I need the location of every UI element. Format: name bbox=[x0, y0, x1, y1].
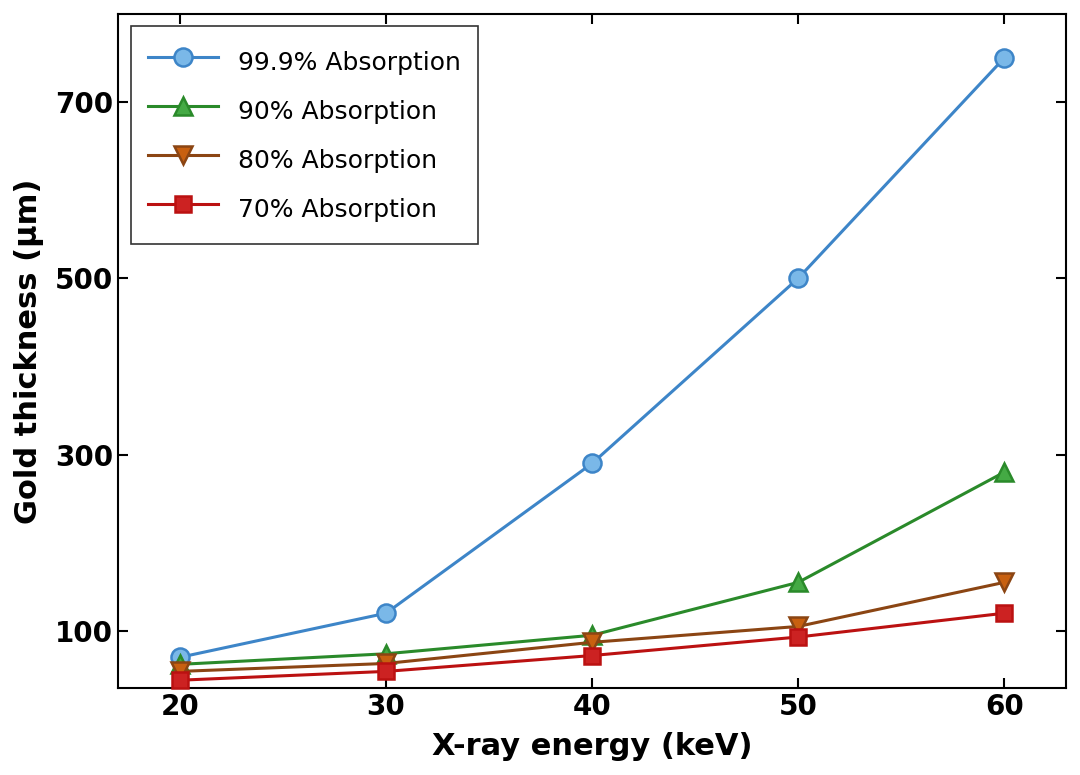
99.9% Absorption bbox=[379, 608, 392, 618]
90% Absorption bbox=[998, 467, 1011, 477]
70% Absorption bbox=[174, 676, 187, 685]
70% Absorption bbox=[998, 608, 1011, 618]
80% Absorption bbox=[792, 622, 805, 631]
90% Absorption bbox=[379, 649, 392, 659]
80% Absorption bbox=[379, 659, 392, 668]
80% Absorption bbox=[998, 577, 1011, 587]
99.9% Absorption bbox=[998, 53, 1011, 63]
90% Absorption bbox=[585, 631, 598, 640]
Line: 80% Absorption: 80% Absorption bbox=[171, 574, 1013, 680]
Line: 99.9% Absorption: 99.9% Absorption bbox=[171, 49, 1013, 666]
70% Absorption bbox=[585, 651, 598, 660]
Line: 70% Absorption: 70% Absorption bbox=[173, 605, 1012, 688]
70% Absorption bbox=[792, 632, 805, 642]
99.9% Absorption bbox=[174, 653, 187, 662]
90% Absorption bbox=[174, 660, 187, 669]
Line: 90% Absorption: 90% Absorption bbox=[171, 463, 1013, 673]
Y-axis label: Gold thickness (μm): Gold thickness (μm) bbox=[14, 178, 44, 524]
X-axis label: X-ray energy (keV): X-ray energy (keV) bbox=[432, 732, 753, 761]
80% Absorption bbox=[585, 638, 598, 647]
99.9% Absorption bbox=[792, 274, 805, 283]
Legend: 99.9% Absorption, 90% Absorption, 80% Absorption, 70% Absorption: 99.9% Absorption, 90% Absorption, 80% Ab… bbox=[131, 26, 478, 244]
80% Absorption bbox=[174, 666, 187, 676]
70% Absorption bbox=[379, 666, 392, 676]
90% Absorption bbox=[792, 577, 805, 587]
99.9% Absorption bbox=[585, 459, 598, 468]
